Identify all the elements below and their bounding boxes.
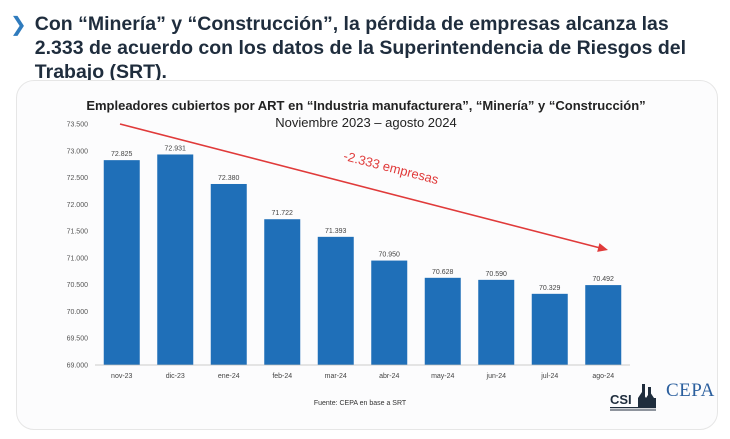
cepa-logo: CEPA [666,380,715,401]
x-tick-label: nov-23 [111,373,133,380]
y-tick-label: 73.500 [67,122,89,129]
y-tick-label: 72.000 [67,202,89,209]
bar [478,279,515,365]
annotation-label: -2.333 empresas [342,148,441,187]
y-tick-label: 72.500 [67,175,89,182]
x-tick-label: may-24 [431,373,454,380]
trend-arrow-line [119,123,602,250]
chart-title: Empleadores cubiertos por ART en “Indust… [86,98,646,113]
x-tick-label: jul-24 [540,373,558,380]
bar-value-label: 70.492 [593,276,615,283]
bar [103,160,140,365]
bar-value-label: 72.825 [111,151,133,158]
x-tick-label: ene-24 [218,373,240,380]
trend-arrow-head [597,243,608,252]
y-tick-label: 70.500 [67,282,89,289]
chart-subtitle: Noviembre 2023 – agosto 2024 [275,115,457,130]
bar-value-label: 70.590 [486,271,508,278]
headline-text: Con “Minería” y “Construcción”, la pérdi… [34,13,687,83]
bar [210,183,247,365]
bar-value-label: 70.628 [432,269,454,276]
bar-value-label: 71.393 [325,228,347,235]
csi-logo: CSI [610,384,656,411]
bar [264,219,301,365]
y-tick-label: 70.000 [67,309,89,316]
y-tick-label: 69.000 [67,363,89,370]
x-tick-label: jun-24 [486,373,507,380]
bar-value-label: 71.722 [272,210,294,217]
bar [371,260,408,365]
x-tick-label: dic-23 [166,373,185,380]
y-tick-label: 71.500 [67,229,89,236]
bar [585,285,622,365]
x-tick-label: abr-24 [379,373,399,380]
bar [317,236,354,365]
source-note: Fuente: CEPA en base a SRT [313,400,407,407]
x-tick-label: ago-24 [592,373,614,380]
bar-value-label: 72.380 [218,175,240,182]
y-tick-label: 69.500 [67,336,89,343]
chevron-right-icon: ❯ [10,14,27,36]
x-tick-label: feb-24 [272,373,292,380]
bar-value-label: 70.329 [539,285,561,292]
bar-value-label: 70.950 [379,252,401,259]
bar [157,154,194,365]
y-tick-label: 73.000 [67,148,89,155]
bar [531,293,568,365]
y-tick-label: 71.000 [67,255,89,262]
bar [424,277,461,365]
x-tick-label: mar-24 [325,373,347,380]
csi-logo-text: CSI [610,392,632,407]
bar-value-label: 72.931 [165,145,187,152]
headline: ❯ Con “Minería” y “Construcción”, la pér… [10,12,722,84]
